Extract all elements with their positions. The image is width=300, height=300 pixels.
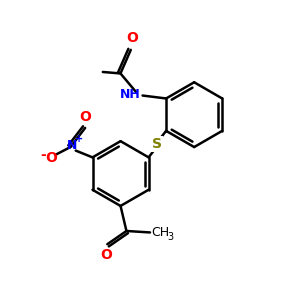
Text: CH: CH [152,226,169,239]
Text: O: O [46,151,58,165]
Text: S: S [152,137,162,151]
Text: O: O [100,248,112,262]
Text: NH: NH [120,88,141,100]
Text: O: O [79,110,91,124]
Text: 3: 3 [168,232,174,242]
Text: +: + [75,134,83,144]
Text: O: O [126,32,138,46]
Text: -: - [40,148,46,162]
Text: N: N [67,139,77,152]
